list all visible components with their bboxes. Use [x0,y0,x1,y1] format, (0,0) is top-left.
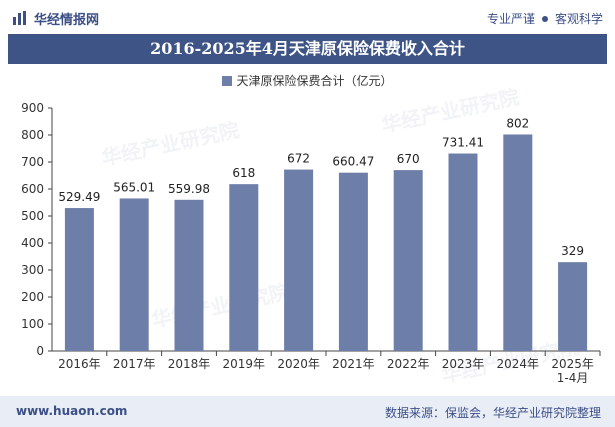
chart-title: 2016-2025年4月天津原保险保费收入合计 [150,39,465,58]
brand-name: 华经情报网 [34,12,100,28]
data-label: 670 [397,152,420,166]
x-tick-label: 2024年 [497,357,540,371]
header-bar: 华经情报网 专业严谨 客观科学 [0,0,615,34]
x-tick-label: 2016年 [58,357,101,371]
bar [229,184,259,351]
data-label: 618 [232,166,255,180]
y-tick-label: 0 [36,344,44,358]
data-label: 660.47 [332,155,374,169]
x-tick-label: 2019年 [223,357,266,371]
bar [119,198,149,351]
data-label: 329 [561,244,584,258]
dot-separator-icon [541,15,548,22]
footer-url[interactable]: www.huaon.com [16,404,128,418]
data-label: 565.01 [113,180,155,194]
y-tick-label: 600 [21,182,44,196]
data-label: 731.41 [442,136,484,150]
bar [393,170,423,351]
data-label: 672 [287,152,310,166]
x-tick-label: 2020年 [277,357,320,371]
footer: www.huaon.com 数据来源：保监会，华经产业研究院整理 [0,396,615,427]
tagline-right: 客观科学 [554,12,603,26]
y-tick-label: 300 [21,263,44,277]
data-label: 529.49 [58,190,100,204]
legend: 天津原保险保费合计（亿元） [0,72,615,89]
data-label: 559.98 [168,182,210,196]
bar [503,134,533,351]
brand[interactable]: 华经情报网 [12,9,100,28]
legend-swatch [222,76,233,86]
title-bar: 2016-2025年4月天津原保险保费收入合计 [8,34,607,64]
tagline-left: 专业严谨 [486,12,535,26]
y-tick-label: 700 [21,155,44,169]
data-label: 802 [506,116,529,130]
y-tick-label: 100 [21,317,44,331]
x-tick-label: 2021年 [332,357,375,371]
bar [558,262,588,351]
y-tick-label: 900 [21,101,44,115]
x-tick-label: 2022年 [387,357,430,371]
tagline: 专业严谨 客观科学 [487,10,603,27]
y-tick-label: 400 [21,236,44,250]
bar [338,172,368,351]
data-source: 数据来源：保监会，华经产业研究院整理 [384,406,601,420]
x-tick-label: 2017年 [113,357,156,371]
bar [174,199,204,351]
y-tick-label: 800 [21,128,44,142]
x-tick-label: 2025年 1-4月 [551,357,594,385]
y-tick-label: 200 [21,290,44,304]
bar [284,169,314,351]
y-tick-label: 500 [21,209,44,223]
x-tick-label: 2018年 [168,357,211,371]
bar-chart: 0 100 200 300 400 500 600 700 800 900 529.49 2016年 5… [21,101,601,385]
bar [448,153,478,351]
legend-label: 天津原保险保费合计（亿元） [236,74,393,88]
bar [64,208,94,351]
x-tick-label: 2023年 [442,357,485,371]
bar-logo-icon [13,11,26,25]
